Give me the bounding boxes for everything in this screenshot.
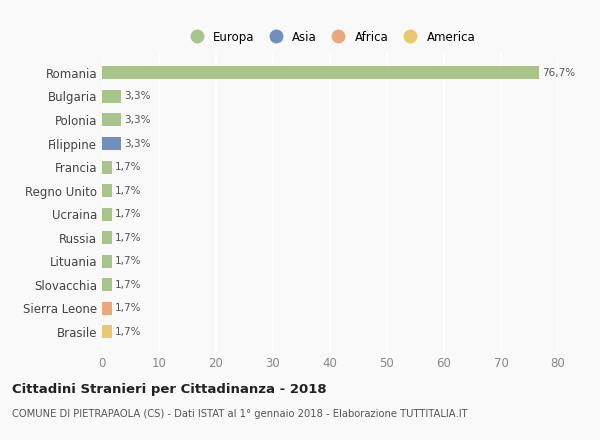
Bar <box>102 255 112 268</box>
Bar <box>102 114 121 126</box>
Text: 1,7%: 1,7% <box>115 327 141 337</box>
Bar <box>102 90 121 103</box>
Bar <box>102 302 112 315</box>
Bar <box>102 161 112 173</box>
Bar <box>102 184 112 197</box>
Legend: Europa, Asia, Africa, America: Europa, Asia, Africa, America <box>180 26 480 48</box>
Text: COMUNE DI PIETRAPAOLA (CS) - Dati ISTAT al 1° gennaio 2018 - Elaborazione TUTTIT: COMUNE DI PIETRAPAOLA (CS) - Dati ISTAT … <box>12 409 467 419</box>
Text: 3,3%: 3,3% <box>124 92 150 102</box>
Text: 76,7%: 76,7% <box>542 68 575 78</box>
Text: 1,7%: 1,7% <box>115 280 141 290</box>
Bar <box>102 231 112 244</box>
Text: 1,7%: 1,7% <box>115 162 141 172</box>
Text: 1,7%: 1,7% <box>115 256 141 266</box>
Text: 1,7%: 1,7% <box>115 209 141 219</box>
Text: 3,3%: 3,3% <box>124 115 150 125</box>
Bar <box>102 279 112 291</box>
Bar <box>102 208 112 220</box>
Bar <box>102 326 112 338</box>
Text: 1,7%: 1,7% <box>115 186 141 196</box>
Text: 3,3%: 3,3% <box>124 139 150 149</box>
Bar <box>102 66 539 79</box>
Text: 1,7%: 1,7% <box>115 233 141 243</box>
Text: Cittadini Stranieri per Cittadinanza - 2018: Cittadini Stranieri per Cittadinanza - 2… <box>12 383 326 396</box>
Text: 1,7%: 1,7% <box>115 303 141 313</box>
Bar <box>102 137 121 150</box>
